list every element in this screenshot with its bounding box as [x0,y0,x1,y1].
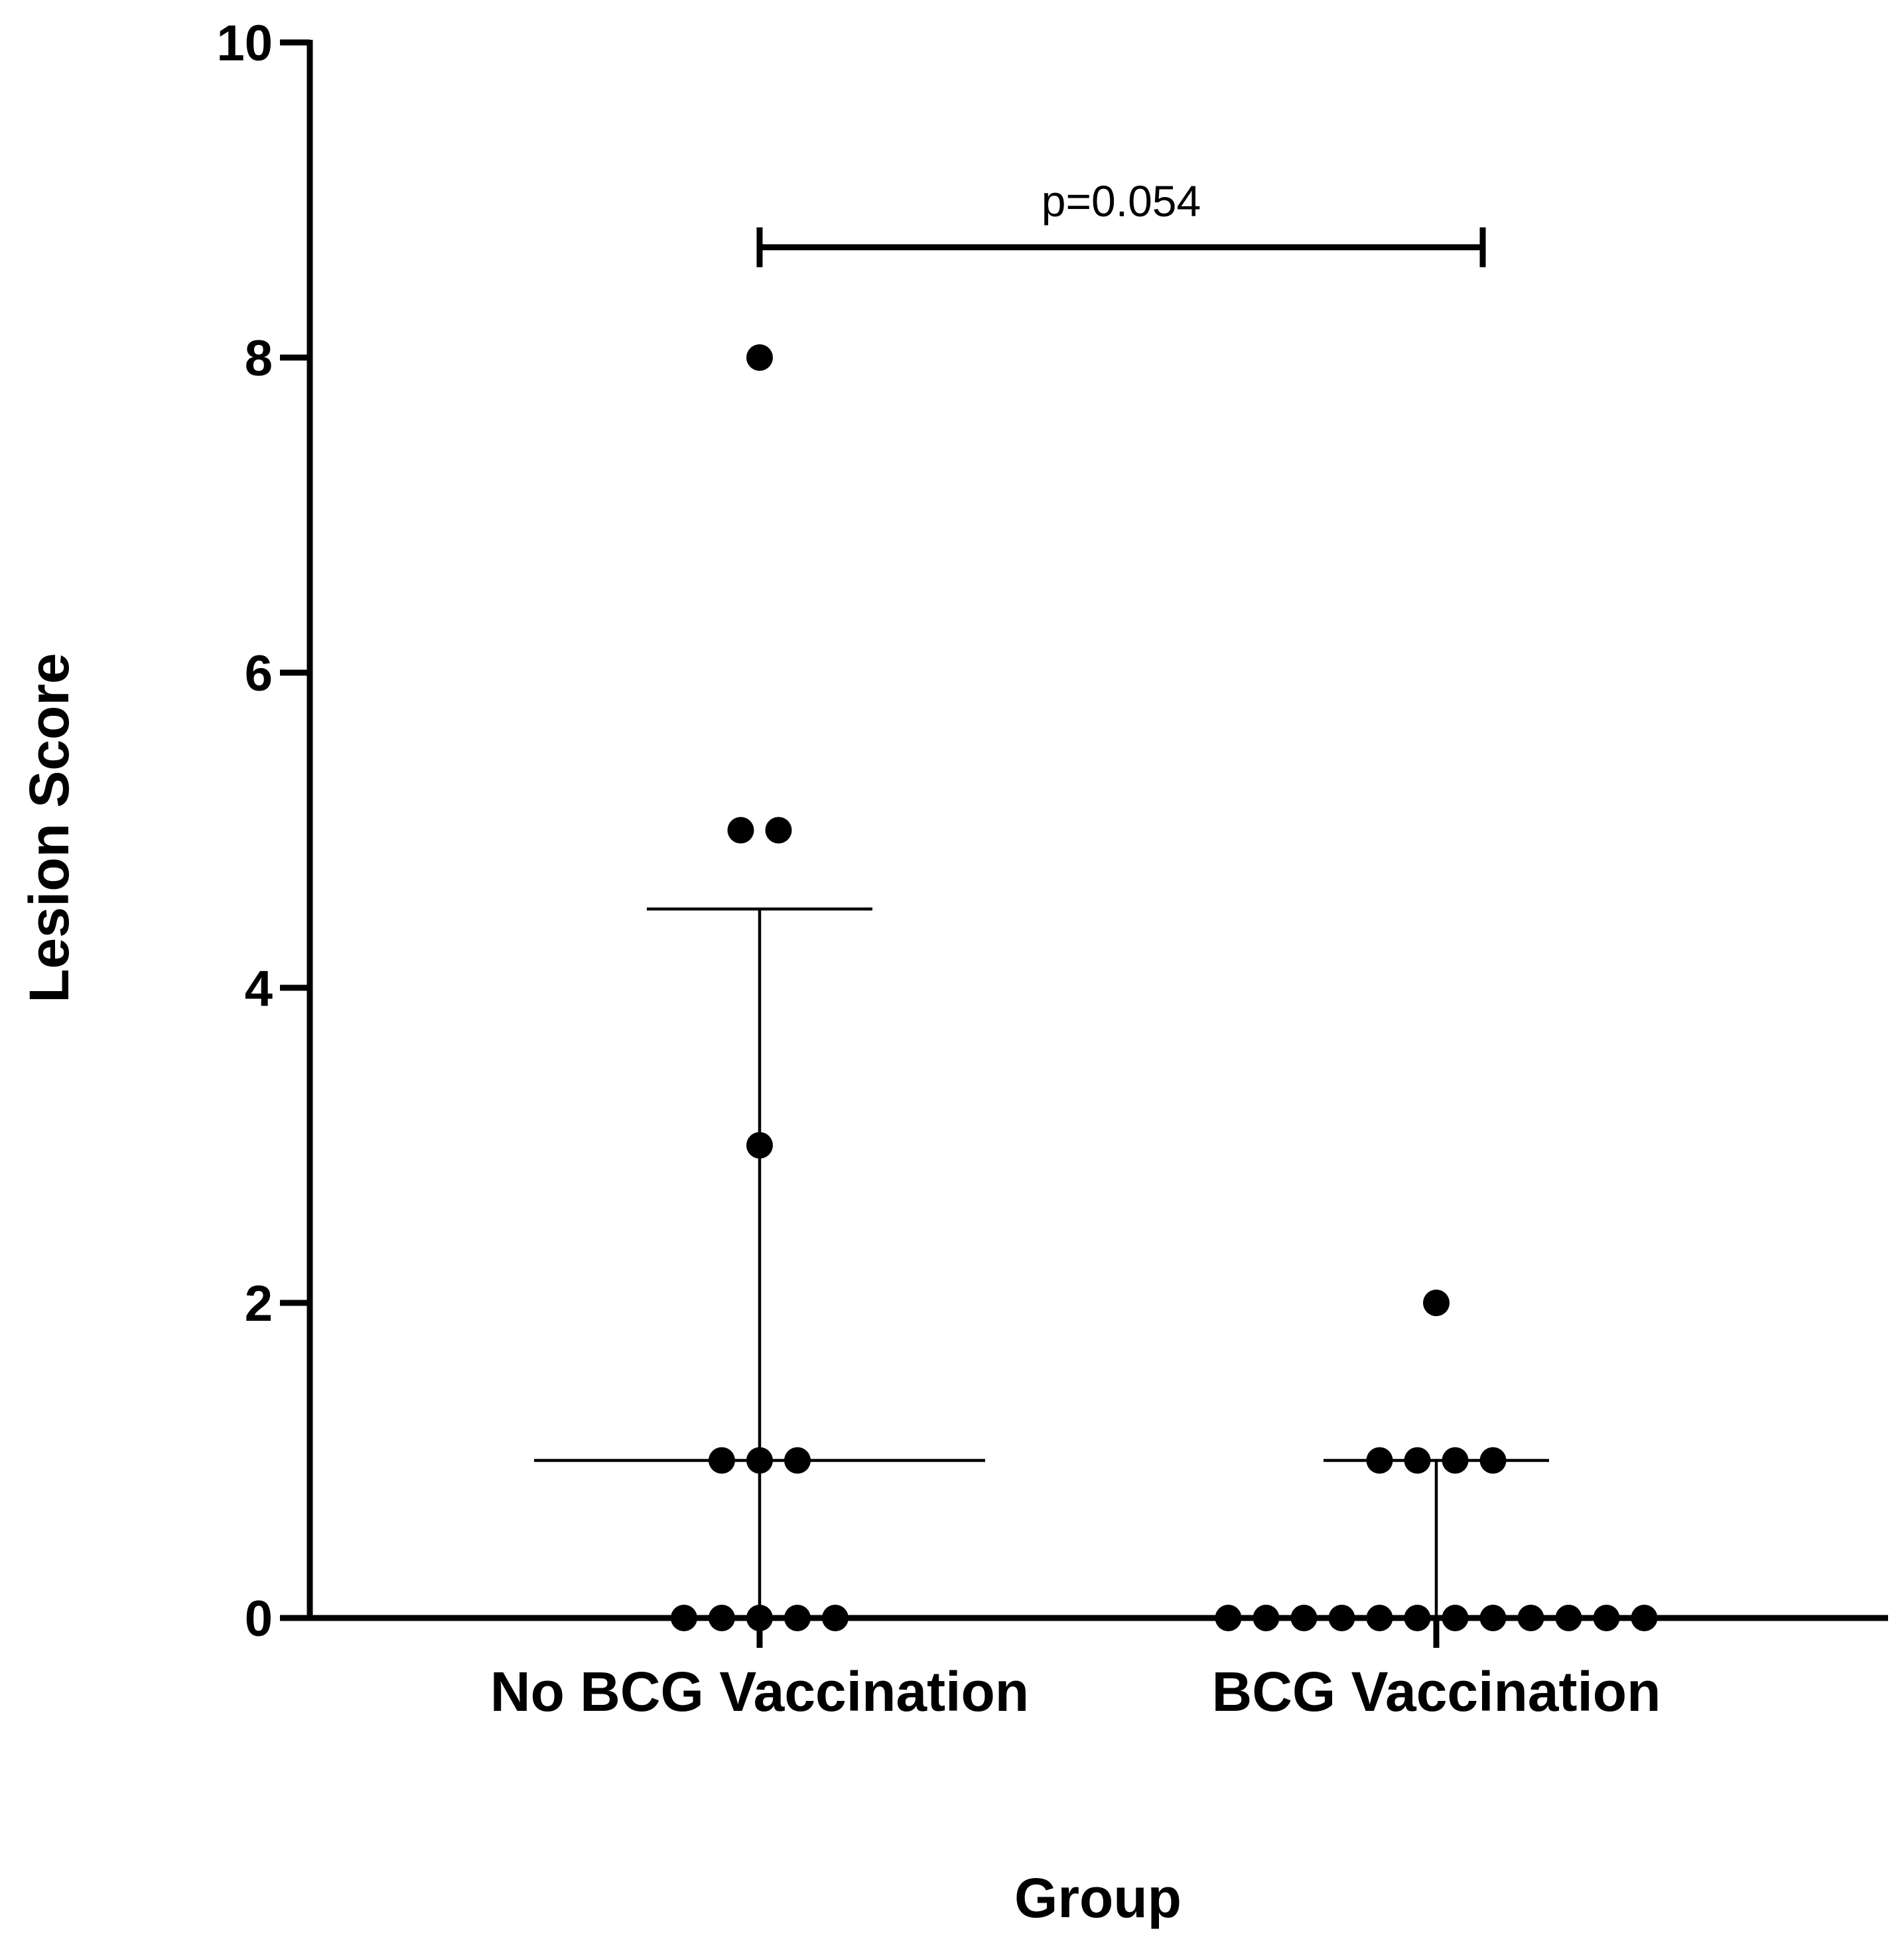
data-point [1479,1605,1507,1631]
y-tick-label: 0 [245,1591,273,1647]
data-point [1423,1290,1450,1316]
data-point [1479,1447,1507,1474]
data-point [1404,1605,1431,1631]
data-point [709,1605,735,1631]
y-axis-title: Lesion Score [18,653,80,1003]
data-point [746,1132,773,1159]
y-tick-label: 6 [245,645,273,702]
y-tick-label: 2 [245,1276,273,1332]
data-point [746,1447,773,1474]
data-point [671,1605,697,1631]
y-tick-label: 10 [216,15,273,72]
p-value-label: p=0.054 [1042,176,1201,226]
y-tick-label: 4 [245,961,273,1017]
y-ticks: 0 2 4 6 8 10 [216,15,310,1647]
data-point [1290,1605,1318,1631]
data-point [1593,1605,1620,1631]
data-point [1366,1605,1393,1631]
data-point [1253,1605,1280,1631]
data-points [671,344,1658,1631]
x-axis-title: Group [1014,1867,1182,1929]
data-point [709,1447,735,1474]
significance-bracket: p=0.054 [756,176,1486,267]
data-point [1366,1447,1393,1474]
data-point [1555,1605,1582,1631]
data-point [746,1605,773,1631]
axes [306,40,1888,1621]
data-point [1517,1605,1544,1631]
y-tick-label: 8 [245,330,273,387]
data-point [746,344,773,371]
data-point [822,1605,849,1631]
x-ticks: No BCG Vaccination BCG Vaccination [490,1618,1661,1723]
data-point [1215,1605,1242,1631]
data-point [727,817,754,844]
x-tick-label: BCG Vaccination [1212,1660,1661,1723]
data-point [1631,1605,1658,1631]
data-point [784,1447,811,1474]
data-point [1404,1447,1431,1474]
data-point [784,1605,811,1631]
x-tick-label: No BCG Vaccination [490,1660,1029,1723]
data-point [1442,1605,1469,1631]
data-point [765,817,792,844]
data-point [1328,1605,1355,1631]
median-range-bars [534,908,1549,1618]
data-point [1442,1447,1469,1474]
